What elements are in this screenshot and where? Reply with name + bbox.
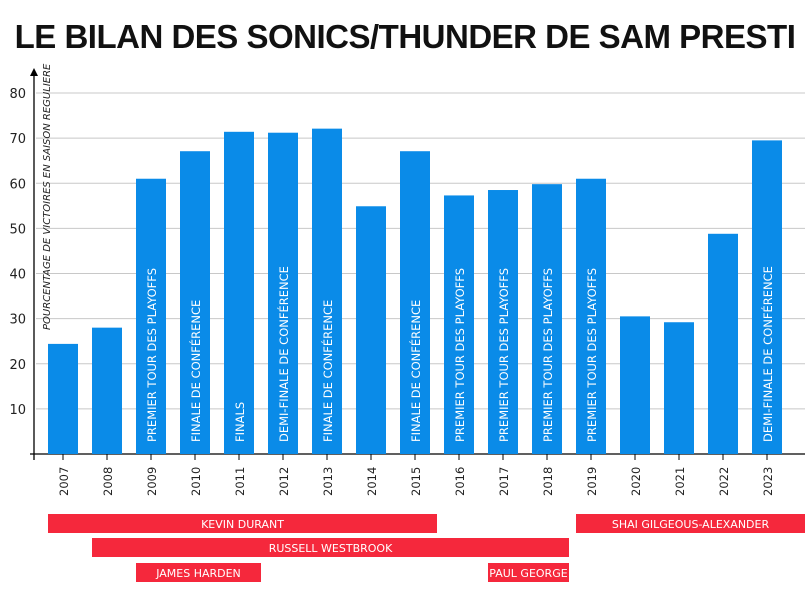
bar-2020 xyxy=(620,316,650,454)
bar-2012 xyxy=(268,132,298,454)
player-bar-russell-westbrook xyxy=(92,538,569,557)
bar-2007 xyxy=(48,343,78,454)
x-tick-label: 2022 xyxy=(717,467,731,496)
bar-label-2015: FINALE DE CONFÉRENCE xyxy=(408,300,423,442)
bar-2009 xyxy=(136,178,166,455)
x-tick-label: 2012 xyxy=(277,467,291,496)
bar-2016 xyxy=(444,195,474,454)
x-tick-label: 2017 xyxy=(497,467,511,496)
bar-2018 xyxy=(532,184,562,454)
bar-label-2023: DEMI-FINALE DE CONFÉRENCE xyxy=(760,266,775,442)
bar-2019 xyxy=(576,178,606,455)
x-tick-label: 2011 xyxy=(233,467,247,496)
x-tick-label: 2023 xyxy=(761,467,775,496)
player-bar-paul-george xyxy=(488,563,569,582)
y-axis-label: POURCENTAGE DE VICTOIRES EN SAISON REGUL… xyxy=(42,63,53,330)
player-label: PAUL GEORGE xyxy=(489,567,567,580)
bar-label-2019: PREMIER TOUR DES PLAYOFFS xyxy=(585,268,599,442)
x-tick-label: 2020 xyxy=(629,467,643,496)
x-tick-label: 2010 xyxy=(189,467,203,496)
player-label: RUSSELL WESTBROOK xyxy=(269,542,393,555)
bar-label-2018: PREMIER TOUR DES PLAYOFFS xyxy=(541,268,555,442)
x-tick-label: 2007 xyxy=(57,467,71,496)
player-bar-shai-gilgeous-alexander xyxy=(576,514,805,533)
bar-2015 xyxy=(400,151,430,454)
x-tick-label: 2016 xyxy=(453,467,467,496)
x-tick-label: 2008 xyxy=(101,467,115,496)
bar-label-2017: PREMIER TOUR DES PLAYOFFS xyxy=(497,268,511,442)
y-tick-label: 10 xyxy=(9,403,26,418)
bar-label-2013: FINALE DE CONFÉRENCE xyxy=(320,300,335,442)
bar-2023 xyxy=(752,140,782,454)
bar-label-2012: DEMI-FINALE DE CONFÉRENCE xyxy=(276,266,291,442)
bar-label-2011: FINALS xyxy=(233,402,247,442)
y-tick-label: 80 xyxy=(9,87,26,102)
bar-2014 xyxy=(356,206,386,454)
bar-label-2009: PREMIER TOUR DES PLAYOFFS xyxy=(145,268,159,442)
x-tick-label: 2015 xyxy=(409,467,423,496)
player-label: JAMES HARDEN xyxy=(155,567,241,580)
y-axis-arrow xyxy=(30,68,38,76)
y-tick-label: 70 xyxy=(9,132,26,147)
bar-2021 xyxy=(664,322,694,454)
chart-title: LE BILAN DES SONICS/THUNDER DE SAM PREST… xyxy=(14,18,796,55)
x-tick-label: 2009 xyxy=(145,467,159,496)
y-tick-label: 20 xyxy=(9,358,26,373)
player-label: KEVIN DURANT xyxy=(201,518,284,531)
y-tick-label: 50 xyxy=(9,222,26,237)
player-bar-james-harden xyxy=(136,563,261,582)
player-label: SHAI GILGEOUS-ALEXANDER xyxy=(612,518,770,531)
bar-2008 xyxy=(92,327,122,454)
player-bar-kevin-durant xyxy=(48,514,437,533)
y-tick-label: 60 xyxy=(9,177,26,192)
x-tick-label: 2019 xyxy=(585,467,599,496)
bar-2022 xyxy=(708,233,738,454)
x-tick-label: 2013 xyxy=(321,467,335,496)
bar-label-2010: FINALE DE CONFÉRENCE xyxy=(188,300,203,442)
bar-2011 xyxy=(224,131,254,454)
bar-2013 xyxy=(312,128,342,454)
x-tick-label: 2018 xyxy=(541,467,555,496)
x-tick-label: 2014 xyxy=(365,467,379,496)
y-tick-label: 30 xyxy=(9,313,26,328)
x-tick-label: 2021 xyxy=(673,467,687,496)
y-tick-label: 40 xyxy=(9,268,26,283)
bar-2010 xyxy=(180,151,210,454)
bar-label-2016: PREMIER TOUR DES PLAYOFFS xyxy=(453,268,467,442)
bar-2017 xyxy=(488,190,518,455)
